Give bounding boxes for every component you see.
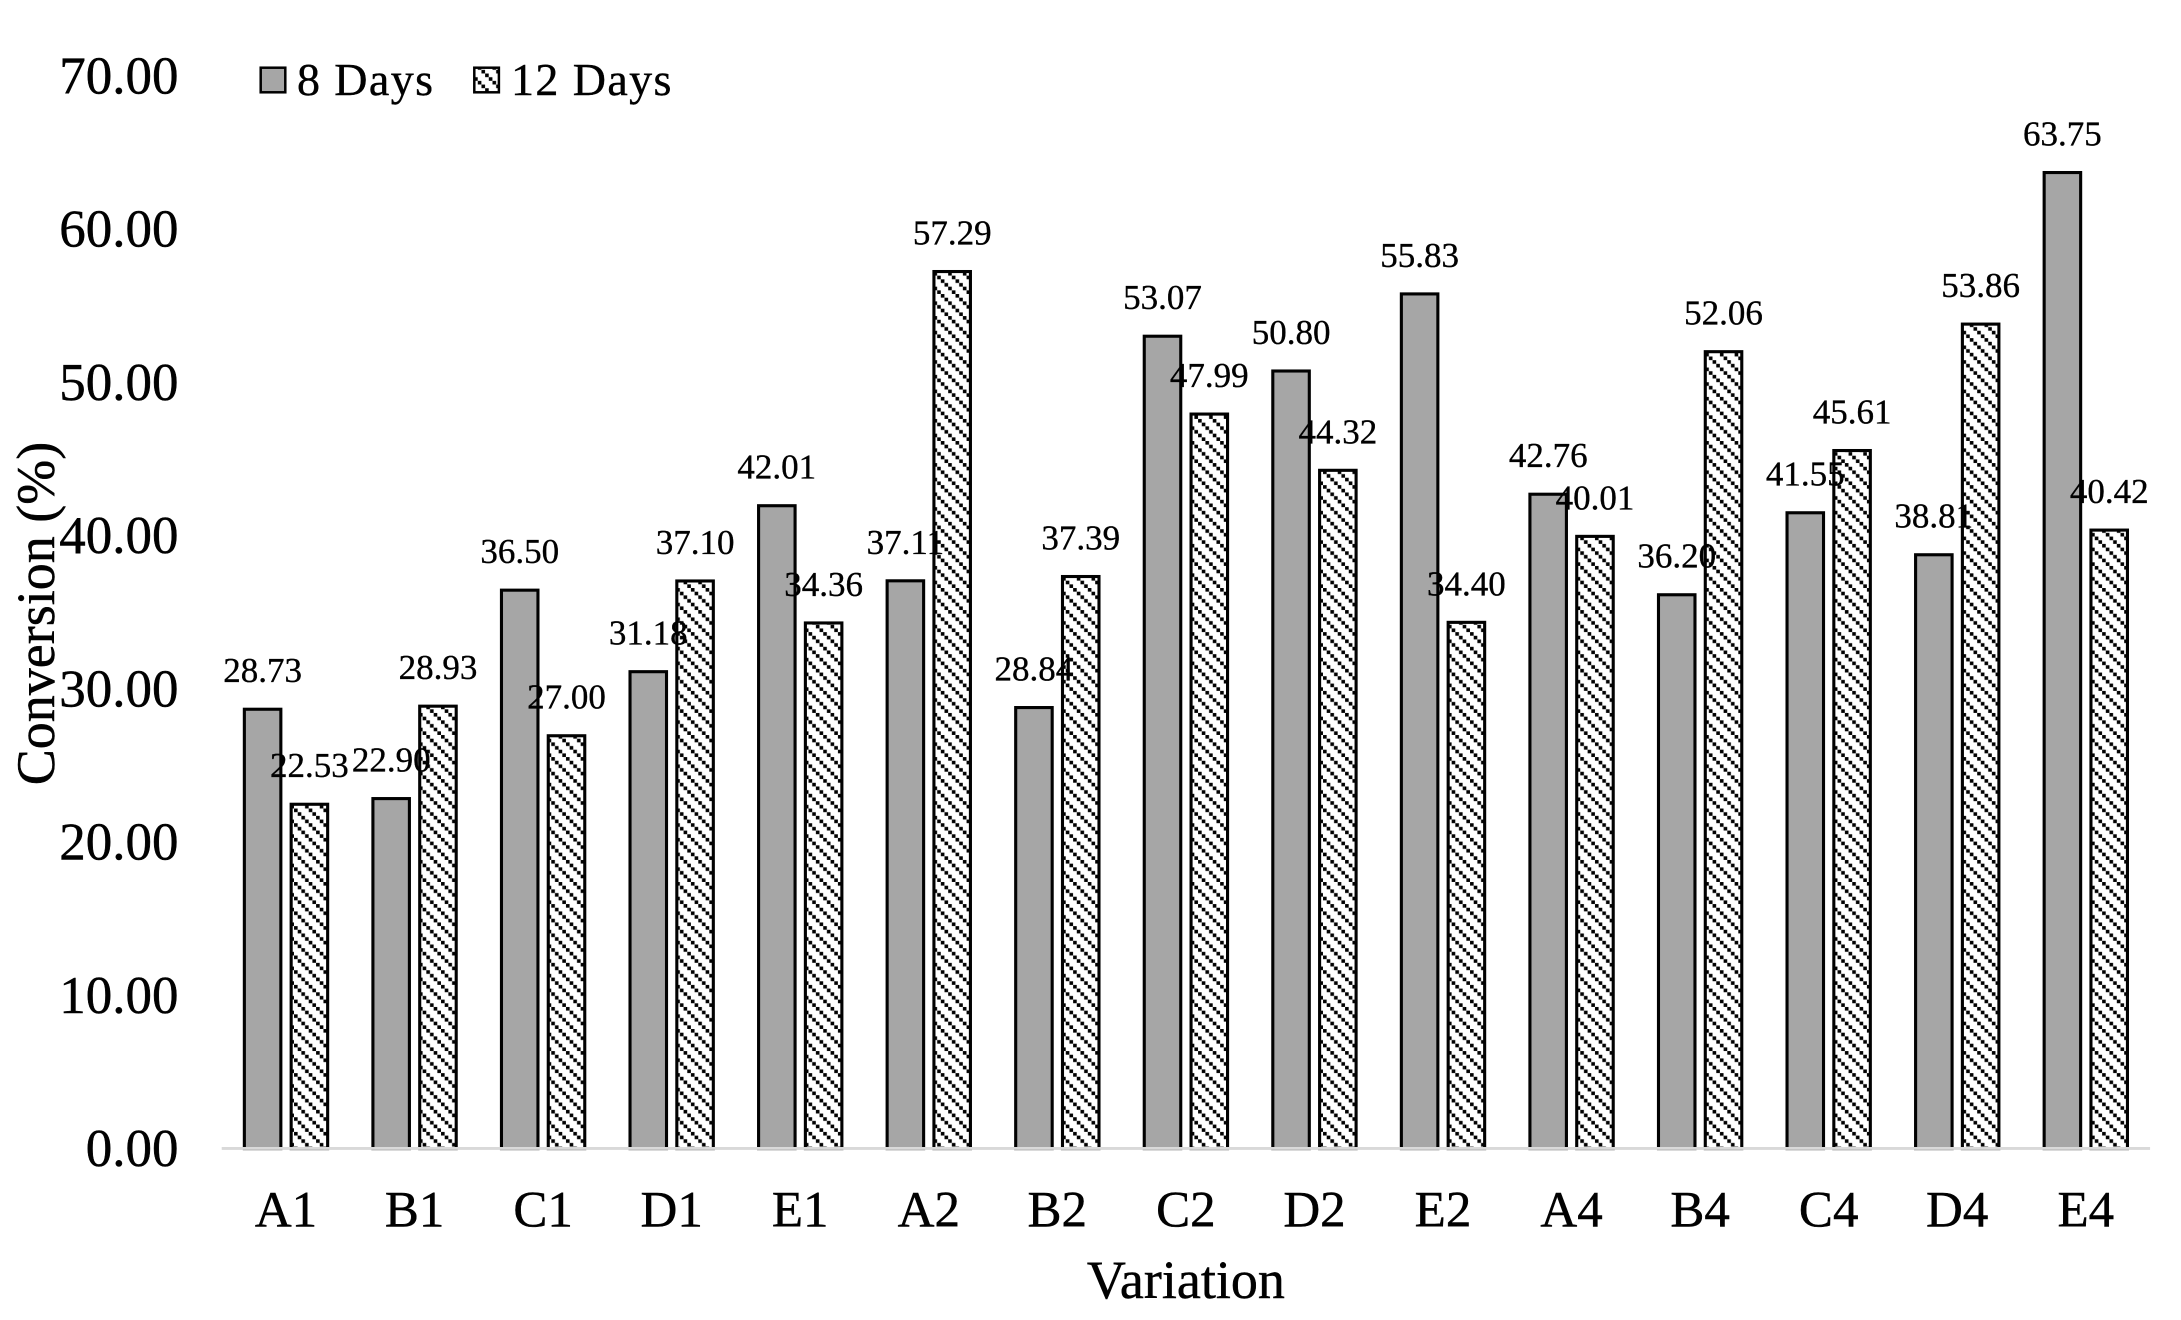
svg-text:53.86: 53.86 [1941,266,2020,305]
svg-text:D4: D4 [1926,1183,1988,1239]
svg-text:52.06: 52.06 [1684,294,1763,333]
svg-text:41.55: 41.55 [1766,455,1845,494]
svg-text:C4: C4 [1799,1183,1859,1239]
svg-text:36.50: 36.50 [480,532,559,571]
svg-text:27.00: 27.00 [527,678,606,717]
svg-text:28.73: 28.73 [223,651,302,690]
svg-text:E2: E2 [1415,1183,1472,1239]
svg-text:63.75: 63.75 [2023,115,2102,154]
svg-text:42.76: 42.76 [1509,436,1588,475]
svg-text:31.18: 31.18 [609,614,688,653]
svg-text:10.00: 10.00 [59,967,178,1025]
svg-text:37.11: 37.11 [867,523,944,562]
svg-text:38.81: 38.81 [1894,497,1973,536]
svg-text:44.32: 44.32 [1299,412,1378,451]
svg-text:A4: A4 [1540,1183,1602,1239]
svg-text:A1: A1 [255,1183,317,1239]
svg-text:37.10: 37.10 [656,523,735,562]
svg-text:22.90: 22.90 [352,741,431,780]
svg-text:53.07: 53.07 [1123,278,1202,317]
svg-text:28.93: 28.93 [399,648,478,687]
svg-text:E1: E1 [772,1183,829,1239]
svg-text:50.80: 50.80 [1252,313,1331,352]
svg-text:D2: D2 [1283,1183,1345,1239]
svg-text:B4: B4 [1670,1183,1730,1239]
svg-text:42.01: 42.01 [737,448,816,487]
svg-text:30.00: 30.00 [59,660,178,718]
svg-text:50.00: 50.00 [59,354,178,412]
svg-text:36.20: 36.20 [1637,537,1716,576]
svg-text:28.84: 28.84 [995,650,1074,689]
svg-text:B2: B2 [1028,1183,1088,1239]
svg-text:B1: B1 [385,1183,445,1239]
svg-text:37.39: 37.39 [1041,519,1120,558]
svg-text:34.40: 34.40 [1427,564,1506,603]
svg-text:C1: C1 [513,1183,573,1239]
svg-text:E4: E4 [2057,1183,2114,1239]
svg-text:22.53: 22.53 [270,746,349,785]
svg-text:8 Days: 8 Days [297,54,434,105]
svg-text:C2: C2 [1156,1183,1216,1239]
svg-text:60.00: 60.00 [59,201,178,259]
svg-text:40.01: 40.01 [1556,478,1635,517]
svg-text:47.99: 47.99 [1170,356,1249,395]
svg-text:A2: A2 [898,1183,960,1239]
svg-text:34.36: 34.36 [784,565,863,604]
svg-text:40.00: 40.00 [59,507,178,565]
svg-text:20.00: 20.00 [59,814,178,872]
svg-text:40.42: 40.42 [2070,472,2149,511]
svg-text:57.29: 57.29 [913,214,992,253]
svg-text:12 Days: 12 Days [511,54,673,105]
svg-text:0.00: 0.00 [86,1120,179,1178]
svg-text:70.00: 70.00 [59,47,178,105]
svg-text:55.83: 55.83 [1380,236,1459,275]
svg-text:45.61: 45.61 [1813,393,1892,432]
svg-text:Conversion (%): Conversion (%) [6,442,66,785]
svg-text:Variation: Variation [1087,1250,1285,1310]
svg-text:D1: D1 [641,1183,703,1239]
